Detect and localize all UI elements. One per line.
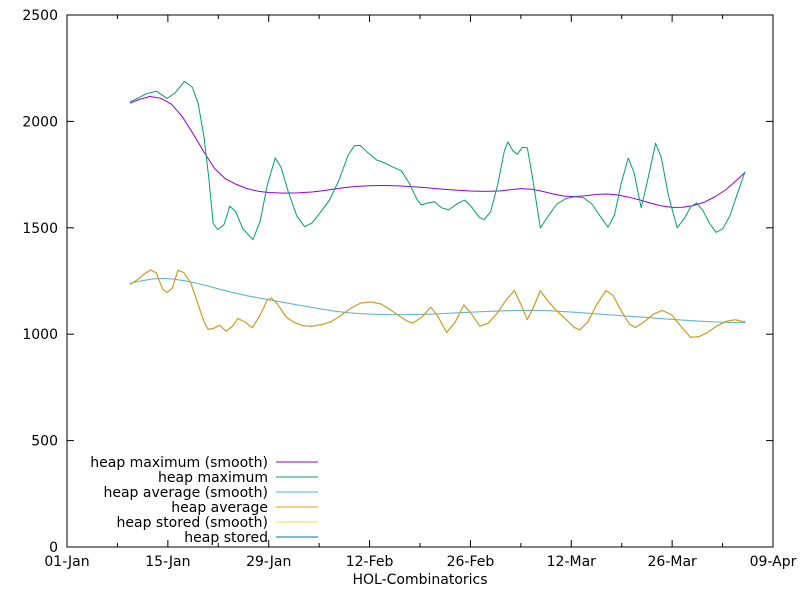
y-tick-label: 2500 (22, 8, 58, 24)
legend-label-heap-stored: heap stored (184, 530, 268, 546)
x-tick-label: 12-Feb (346, 554, 394, 570)
x-tick-label: 12-Mar (547, 554, 597, 570)
x-tick-label: 15-Jan (145, 554, 190, 570)
legend-label-heap-average: heap average (171, 500, 268, 516)
y-tick-label: 1000 (22, 327, 58, 343)
x-axis-title: HOL-Combinatorics (352, 572, 487, 588)
series-line-heap-average-smooth (129, 277, 746, 324)
x-tick-label: 09-Apr (750, 554, 797, 570)
legend-label-heap-maximum-smooth: heap maximum (smooth) (90, 455, 268, 471)
x-tick-label: 26-Feb (447, 554, 495, 570)
legend-label-heap-stored-smooth: heap stored (smooth) (117, 515, 269, 531)
series-line-heap-average (129, 269, 746, 338)
y-tick-label: 500 (31, 434, 58, 450)
y-tick-label: 0 (49, 540, 58, 556)
y-tick-label: 1500 (22, 221, 58, 237)
series-line-heap-maximum (129, 80, 746, 241)
x-tick-label: 01-Jan (44, 554, 89, 570)
x-tick-label: 29-Jan (246, 554, 291, 570)
x-tick-label: 26-Mar (648, 554, 698, 570)
y-tick-label: 2000 (22, 114, 58, 130)
legend-label-heap-maximum: heap maximum (158, 470, 268, 486)
series-line-heap-maximum-smooth (129, 96, 746, 208)
legend-label-heap-average-smooth: heap average (smooth) (103, 485, 268, 501)
series-line-heap-stored (129, 269, 746, 338)
